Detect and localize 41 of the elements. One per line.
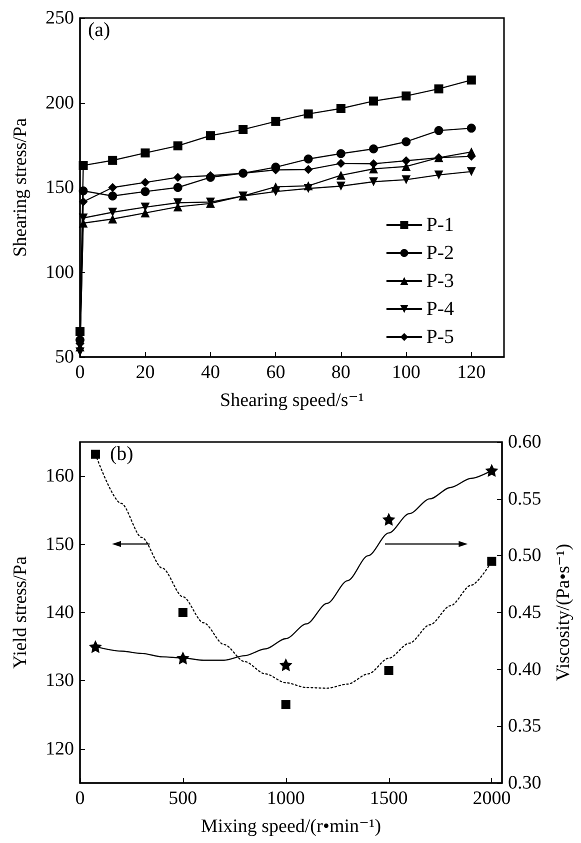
x-tick-label: 0 [75,362,85,383]
legend-label: P-4 [426,298,454,320]
x-tick-label: 500 [168,788,198,809]
legend-label: P-5 [426,326,454,348]
y-tick-label: 150 [46,534,74,555]
y-tick-label: 120 [46,738,74,760]
y2-tick-label: 0.50 [508,545,542,566]
x-tick-label: 80 [331,362,350,383]
y-tick-label: 250 [46,8,74,28]
y-tick-label: 140 [46,602,74,623]
x-tick-label: 40 [200,362,220,383]
y2-tick-label: 0.55 [508,488,542,510]
x-axis-title: Mixing speed/(r•min⁻¹) [200,816,382,837]
y2-tick-label: 0.35 [508,716,542,737]
annotation: (a) [88,19,110,41]
y-tick-label: 100 [46,262,74,283]
y2-axis-title: Viscosity/(Pa•s⁻¹) [553,544,574,682]
y-tick-label: 200 [46,92,74,114]
x-tick-label: 120 [457,362,486,383]
y2-tick-label: 0.60 [508,432,542,452]
x-tick-label: 100 [392,362,420,383]
y-tick-label: 50 [55,346,74,368]
y-tick-label: 150 [46,177,74,198]
x-tick-label: 1500 [370,788,408,809]
x-tick-label: 20 [136,362,155,383]
y2-tick-label: 0.30 [508,772,542,794]
legend-label: P-3 [426,270,454,292]
y-axis-title: Shearing stress/Pa [10,118,31,257]
y-axis-title: Yield stress/Pa [10,556,31,669]
x-tick-label: 0 [75,788,85,809]
annotation: (b) [110,443,134,465]
y2-tick-label: 0.40 [508,658,542,680]
x-tick-label: 2000 [472,788,511,809]
legend-label: P-1 [426,214,454,236]
x-tick-label: 60 [266,362,286,383]
y-tick-label: 130 [46,670,74,692]
x-tick-label: 1000 [266,788,305,809]
x-axis-title: Shearing speed/s⁻¹ [220,390,364,411]
legend-label: P-2 [426,242,454,264]
y-tick-label: 160 [46,466,74,487]
y2-tick-label: 0.45 [508,602,542,623]
